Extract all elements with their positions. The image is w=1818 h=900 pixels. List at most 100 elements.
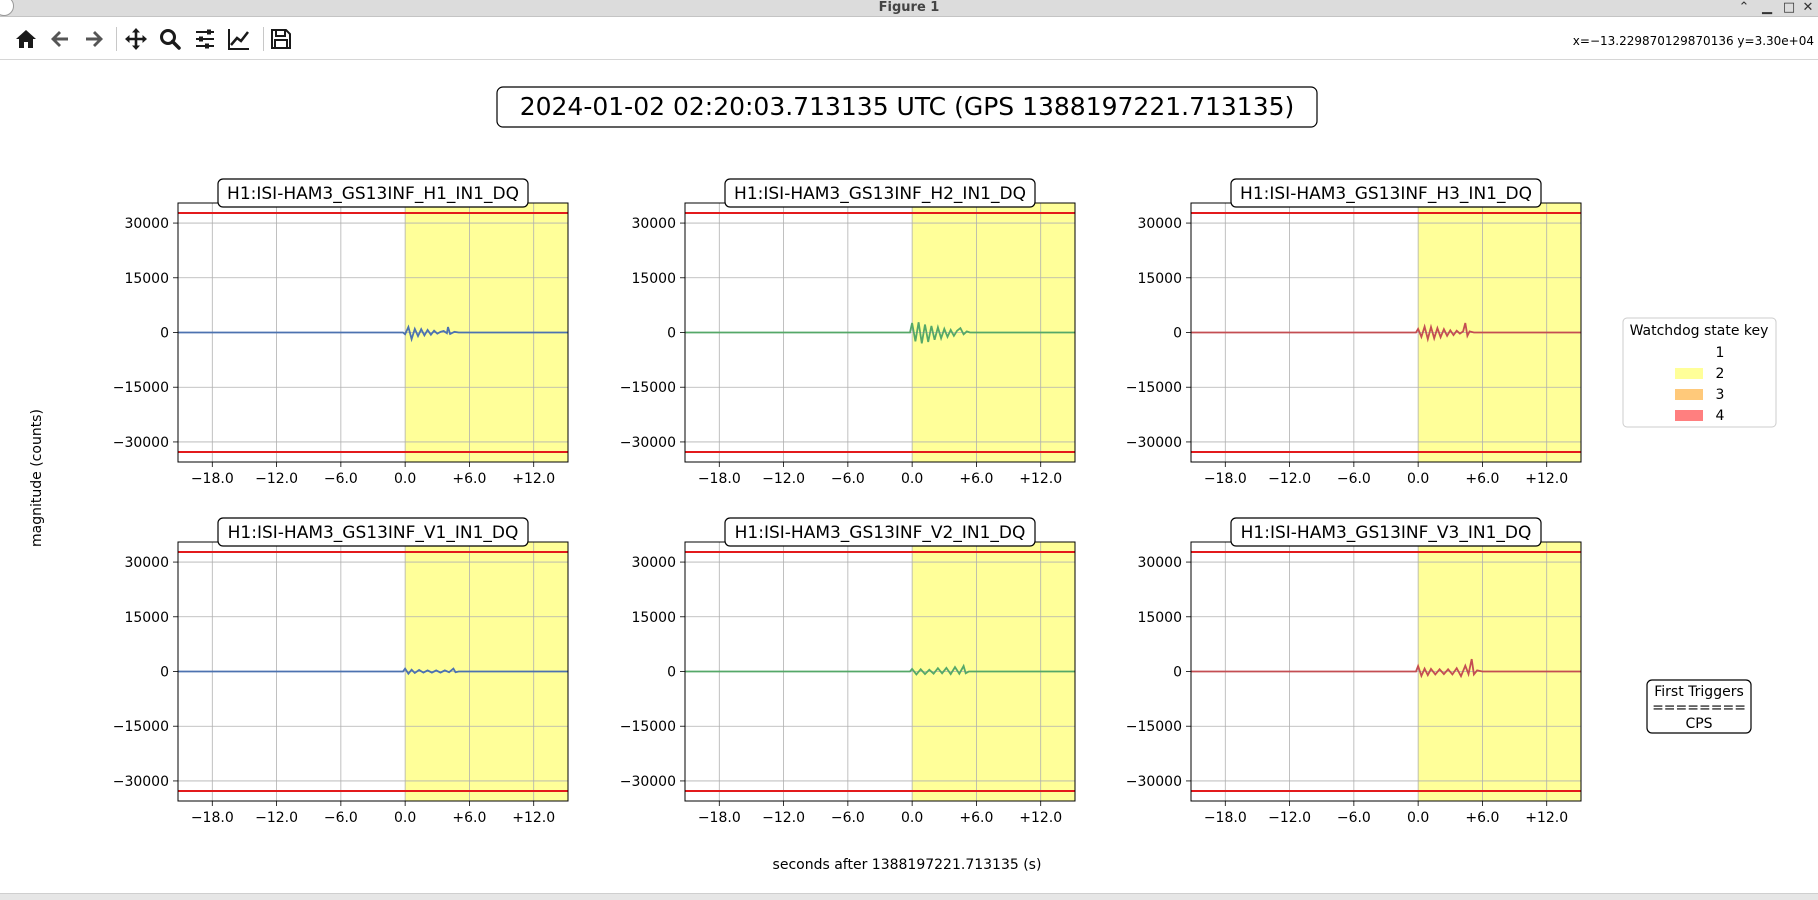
x-tick-label: +6.0 (959, 810, 993, 826)
x-tick-label: −12.0 (762, 471, 805, 487)
legend-label: 4 (1716, 408, 1725, 424)
x-axis-label: seconds after 1388197221.713135 (s) (773, 857, 1042, 873)
x-tick-label: +12.0 (1019, 471, 1062, 487)
subplot: −18.0 −12.0 −6.0 0.0 +6.0 +12.0 30000 15000 0 −15… (113, 517, 569, 826)
x-tick-label: −6.0 (324, 810, 358, 826)
close-icon[interactable]: ✕ (1802, 0, 1814, 15)
sliders-icon (196, 29, 214, 49)
subplot-title-group: H1:ISI-HAM3_GS13INF_V2_IN1_DQ (724, 517, 1036, 547)
first-triggers-line: ======== (1652, 700, 1746, 716)
y-tick-label: −15000 (113, 380, 169, 396)
subplot: −18.0 −12.0 −6.0 0.0 +6.0 +12.0 30000 15000 0 −15… (1126, 178, 1582, 487)
subplot-title: H1:ISI-HAM3_GS13INF_H3_IN1_DQ (1240, 184, 1532, 204)
y-tick-label: −30000 (1126, 774, 1182, 790)
series-line (685, 663, 1075, 676)
y-tick-label: −30000 (620, 435, 676, 451)
x-tick-label: +12.0 (1019, 810, 1062, 826)
subplot: −18.0 −12.0 −6.0 0.0 +6.0 +12.0 30000 15000 0 −15… (620, 517, 1076, 826)
subplot-title-box (217, 178, 529, 208)
back-button[interactable] (46, 25, 74, 53)
edit-axes-button[interactable] (225, 25, 253, 53)
subplot-title-box (724, 178, 1036, 208)
x-tick-label: −18.0 (191, 810, 234, 826)
x-tick-label: −18.0 (191, 471, 234, 487)
minimize-icon[interactable]: ▁ (1762, 0, 1772, 15)
subplot-title-group: H1:ISI-HAM3_GS13INF_H1_IN1_DQ (217, 178, 529, 208)
maximize-icon[interactable]: □ (1782, 0, 1796, 15)
x-tick-label: −12.0 (762, 810, 805, 826)
y-tick-label: 0 (1173, 326, 1182, 342)
y-tick-label: −30000 (113, 435, 169, 451)
series-line (178, 324, 568, 343)
subplot-title: H1:ISI-HAM3_GS13INF_V2_IN1_DQ (735, 523, 1026, 543)
x-tick-label: −18.0 (698, 810, 741, 826)
series-line (1191, 658, 1581, 679)
x-tick-label: +6.0 (452, 471, 486, 487)
pan-button[interactable] (122, 25, 150, 53)
y-tick-label: 30000 (631, 555, 676, 571)
x-tick-label: −18.0 (1204, 810, 1247, 826)
y-tick-label: −15000 (620, 719, 676, 735)
x-tick-label: −12.0 (255, 471, 298, 487)
cursor-coordinates: x=−13.229870129870136 y=3.30e+04 (1572, 34, 1814, 48)
floppy-disk-icon (271, 29, 291, 49)
home-icon (16, 30, 36, 48)
x-tick-label: +6.0 (452, 810, 486, 826)
y-tick-label: 15000 (124, 271, 169, 287)
legend-label: 1 (1716, 345, 1725, 361)
legend-title: Watchdog state key (1630, 323, 1769, 339)
home-button[interactable] (12, 25, 40, 53)
legend-swatch (1675, 368, 1703, 379)
y-tick-label: 30000 (124, 216, 169, 232)
first-triggers-frame (1646, 679, 1752, 734)
arrow-left-icon (51, 31, 68, 47)
x-tick-label: +12.0 (1525, 471, 1568, 487)
legend-swatch (1675, 389, 1703, 400)
x-tick-label: 0.0 (1407, 471, 1429, 487)
figure-canvas[interactable]: 2024-01-02 02:20:03.713135 UTC (GPS 1388… (0, 60, 1818, 893)
first-triggers-line: CPS (1685, 716, 1712, 732)
toolbar-separator (116, 27, 117, 51)
suptitle-box (496, 86, 1318, 128)
y-axis-label: magnitude (counts) (29, 409, 45, 547)
subplot-title: H1:ISI-HAM3_GS13INF_V1_IN1_DQ (228, 523, 519, 543)
configure-subplots-button[interactable] (191, 25, 219, 53)
subplot-title-box (1230, 517, 1542, 547)
x-tick-label: +12.0 (512, 810, 555, 826)
subplot-title-group: H1:ISI-HAM3_GS13INF_V3_IN1_DQ (1230, 517, 1542, 547)
line-chart-icon (228, 29, 249, 50)
move-icon (125, 28, 147, 50)
x-tick-label: −6.0 (324, 471, 358, 487)
subplot: −18.0 −12.0 −6.0 0.0 +6.0 +12.0 30000 15000 0 −15… (620, 178, 1076, 487)
x-tick-label: +6.0 (959, 471, 993, 487)
x-tick-label: 0.0 (1407, 810, 1429, 826)
app-icon (0, 0, 14, 16)
y-tick-label: 15000 (1137, 610, 1182, 626)
save-button[interactable] (267, 25, 295, 53)
y-tick-label: −15000 (1126, 719, 1182, 735)
window-title: Figure 1 (878, 0, 940, 15)
magnifier-icon (160, 29, 181, 50)
y-tick-label: 0 (667, 665, 676, 681)
zoom-button[interactable] (156, 25, 184, 53)
toolbar: x=−13.229870129870136 y=3.30e+04 (0, 17, 1818, 60)
forward-button[interactable] (80, 25, 108, 53)
y-tick-label: 15000 (124, 610, 169, 626)
y-tick-label: 15000 (631, 610, 676, 626)
first-triggers-box: First Triggers ======== CPS (1646, 679, 1752, 734)
chevron-up-icon[interactable]: ⌃ (1738, 0, 1750, 15)
x-tick-label: −18.0 (698, 471, 741, 487)
status-bar (0, 893, 1818, 900)
x-tick-label: −6.0 (1337, 810, 1371, 826)
subplot-title-box (1230, 178, 1542, 208)
y-tick-label: 30000 (1137, 216, 1182, 232)
window-titlebar: Figure 1 ⌃ ▁ □ ✕ (0, 0, 1818, 17)
legend-label: 2 (1716, 366, 1725, 382)
legend-swatch (1675, 410, 1703, 421)
subplot: −18.0 −12.0 −6.0 0.0 +6.0 +12.0 30000 15000 0 −15… (1126, 517, 1582, 826)
series-line (1191, 322, 1581, 343)
y-tick-label: −15000 (113, 719, 169, 735)
x-tick-label: +12.0 (1525, 810, 1568, 826)
x-tick-label: −6.0 (831, 810, 865, 826)
x-tick-label: 0.0 (394, 810, 416, 826)
